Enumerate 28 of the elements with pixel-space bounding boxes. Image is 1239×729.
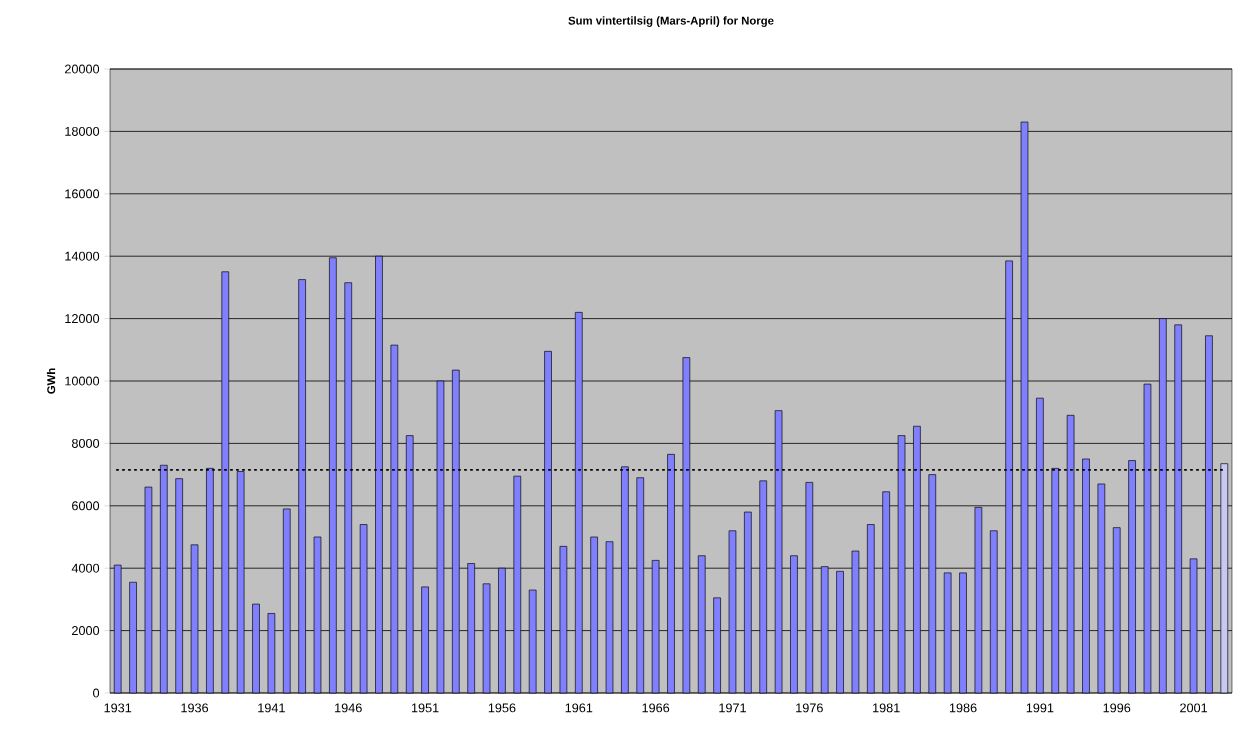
y-tick-label: 2000 bbox=[72, 626, 100, 636]
x-tick-label: 1996 bbox=[1103, 703, 1131, 713]
y-tick-label: 12000 bbox=[65, 314, 100, 324]
y-tick-label: 16000 bbox=[65, 189, 100, 199]
x-tick-label: 1981 bbox=[873, 703, 900, 713]
chart-title: Sum vintertilsig (Mars-April) for Norge bbox=[568, 16, 774, 27]
y-tick-label: 8000 bbox=[71, 438, 100, 448]
y-tick-label: 6000 bbox=[72, 501, 100, 511]
x-tick-label: 1986 bbox=[949, 703, 977, 713]
y-tick-label: 4000 bbox=[71, 563, 100, 573]
x-tick-label: 1976 bbox=[796, 703, 823, 713]
x-tick-label: 2001 bbox=[1180, 703, 1208, 713]
x-tick-label: 1936 bbox=[181, 703, 209, 713]
y-tick-label: 10000 bbox=[65, 376, 100, 386]
x-tick-label: 1961 bbox=[565, 703, 593, 713]
x-tick-label: 1951 bbox=[411, 703, 439, 713]
x-tick-label: 1956 bbox=[488, 703, 516, 713]
y-tick-label: 20000 bbox=[65, 64, 100, 74]
y-tick-label: 0 bbox=[93, 688, 100, 698]
x-tick-label: 1941 bbox=[258, 703, 285, 713]
x-tick-label: 1931 bbox=[104, 703, 132, 713]
y-tick-label: 14000 bbox=[65, 251, 100, 261]
x-tick-label: 1966 bbox=[642, 703, 670, 713]
y-axis-title: GWh bbox=[46, 368, 56, 394]
x-tick-label: 1971 bbox=[719, 703, 746, 713]
x-tick-label: 1946 bbox=[335, 703, 362, 713]
x-tick-label: 1991 bbox=[1026, 703, 1054, 713]
y-tick-label: 18000 bbox=[65, 126, 100, 136]
